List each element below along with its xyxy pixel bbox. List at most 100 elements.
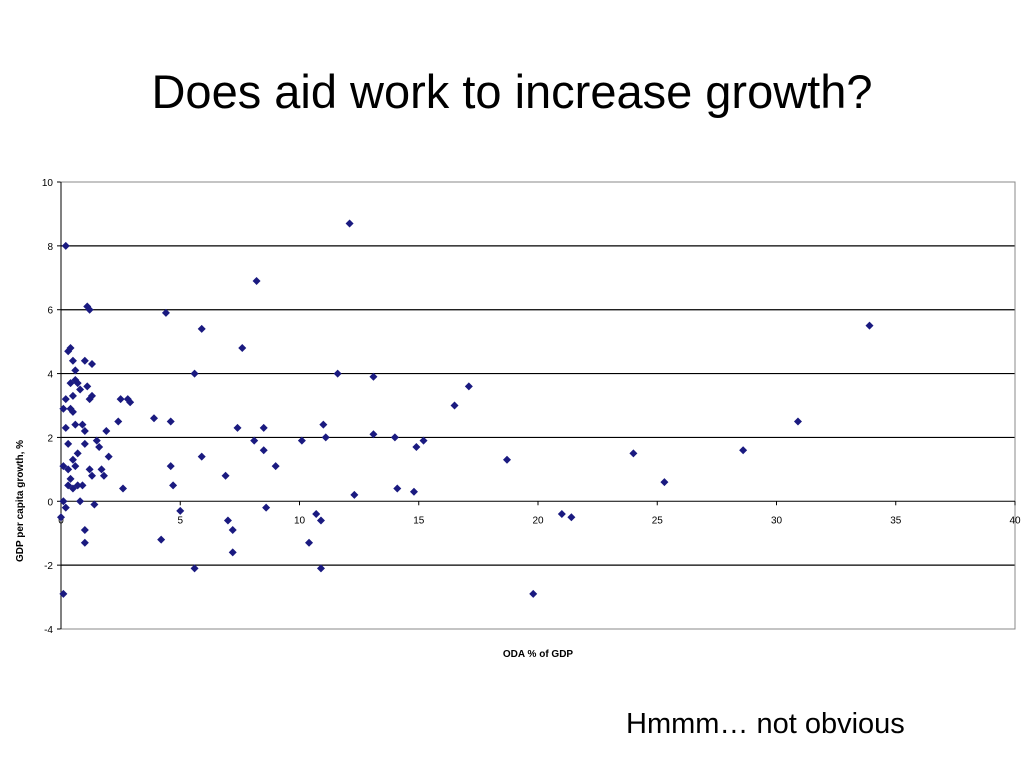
y-tick-label: -4 — [44, 625, 53, 636]
data-point — [95, 443, 104, 452]
caption-text: Hmmm… not obvious — [626, 708, 905, 740]
data-point — [316, 516, 325, 525]
data-point — [90, 500, 99, 509]
data-point — [739, 446, 748, 455]
x-tick-label: 10 — [294, 515, 306, 526]
x-tick-label: 40 — [1009, 515, 1021, 526]
data-point — [99, 471, 108, 480]
data-point — [71, 462, 80, 471]
data-point — [126, 398, 135, 407]
data-point — [166, 462, 175, 471]
data-point — [116, 395, 125, 404]
x-tick-label: 30 — [771, 515, 783, 526]
x-axis-label: ODA % of GDP — [503, 649, 574, 660]
data-point — [104, 452, 113, 461]
data-point — [68, 455, 77, 464]
data-point — [319, 420, 328, 429]
tick-labels: -4-202468100510152025303540 — [42, 178, 1021, 636]
data-point — [85, 465, 94, 474]
data-point — [169, 481, 178, 490]
data-point — [409, 487, 418, 496]
data-point — [92, 436, 101, 445]
data-point — [228, 548, 237, 557]
y-tick-label: 2 — [47, 433, 53, 444]
data-point — [88, 359, 97, 368]
data-point — [305, 538, 314, 547]
x-tick-label: 20 — [532, 515, 544, 526]
data-point — [76, 385, 85, 394]
data-point — [502, 455, 511, 464]
data-point — [161, 308, 170, 317]
data-points — [57, 219, 874, 598]
data-point — [61, 241, 70, 250]
y-tick-label: 8 — [47, 242, 53, 253]
data-point — [350, 490, 359, 499]
data-point — [68, 356, 77, 365]
data-point — [221, 471, 230, 480]
data-point — [166, 417, 175, 426]
data-point — [369, 430, 378, 439]
data-point — [80, 427, 89, 436]
data-point — [464, 382, 473, 391]
data-point — [80, 356, 89, 365]
data-point — [61, 395, 70, 404]
data-point — [88, 391, 97, 400]
data-point — [259, 446, 268, 455]
data-point — [223, 516, 232, 525]
data-point — [197, 452, 206, 461]
data-point — [97, 465, 106, 474]
data-point — [59, 497, 68, 506]
x-tick-label: 25 — [652, 515, 664, 526]
data-point — [259, 423, 268, 432]
data-point — [73, 379, 82, 388]
data-point — [73, 449, 82, 458]
data-point — [71, 375, 80, 384]
data-point — [57, 513, 65, 522]
data-point — [102, 427, 111, 436]
data-point — [297, 436, 306, 445]
data-point — [71, 366, 80, 375]
data-point — [64, 465, 73, 474]
y-tick-label: 6 — [47, 306, 53, 317]
data-point — [59, 589, 68, 598]
data-point — [176, 506, 185, 515]
data-point — [150, 414, 159, 423]
data-point — [660, 478, 669, 487]
data-point — [66, 344, 75, 353]
data-point — [119, 484, 128, 493]
data-point — [412, 443, 421, 452]
y-axis-label: GDP per capita growth, % — [15, 440, 26, 562]
data-point — [64, 439, 73, 448]
data-point — [629, 449, 638, 458]
data-point — [369, 372, 378, 381]
data-point — [59, 404, 68, 413]
data-point — [393, 484, 402, 493]
data-point — [157, 535, 166, 544]
data-point — [238, 344, 247, 353]
slide-title: Does aid work to increase growth? — [151, 65, 873, 118]
data-point — [228, 526, 237, 535]
gridlines — [61, 245, 1015, 566]
data-point — [80, 538, 89, 547]
plot-frame — [60, 181, 1016, 630]
x-tick-label: 15 — [413, 515, 425, 526]
data-point — [73, 481, 82, 490]
data-point — [312, 510, 321, 519]
data-point — [233, 423, 242, 432]
data-point — [345, 219, 354, 228]
y-tick-label: 4 — [47, 370, 53, 381]
data-point — [66, 474, 75, 483]
data-point — [271, 462, 280, 471]
data-point — [68, 391, 77, 400]
data-point — [321, 433, 330, 442]
data-point — [76, 497, 85, 506]
axes — [57, 181, 1016, 630]
data-point — [316, 564, 325, 573]
data-point — [66, 404, 75, 413]
y-tick-label: -2 — [44, 561, 53, 572]
data-point — [88, 471, 97, 480]
data-point — [114, 417, 123, 426]
data-point — [793, 417, 802, 426]
data-point — [80, 526, 89, 535]
data-point — [80, 439, 89, 448]
